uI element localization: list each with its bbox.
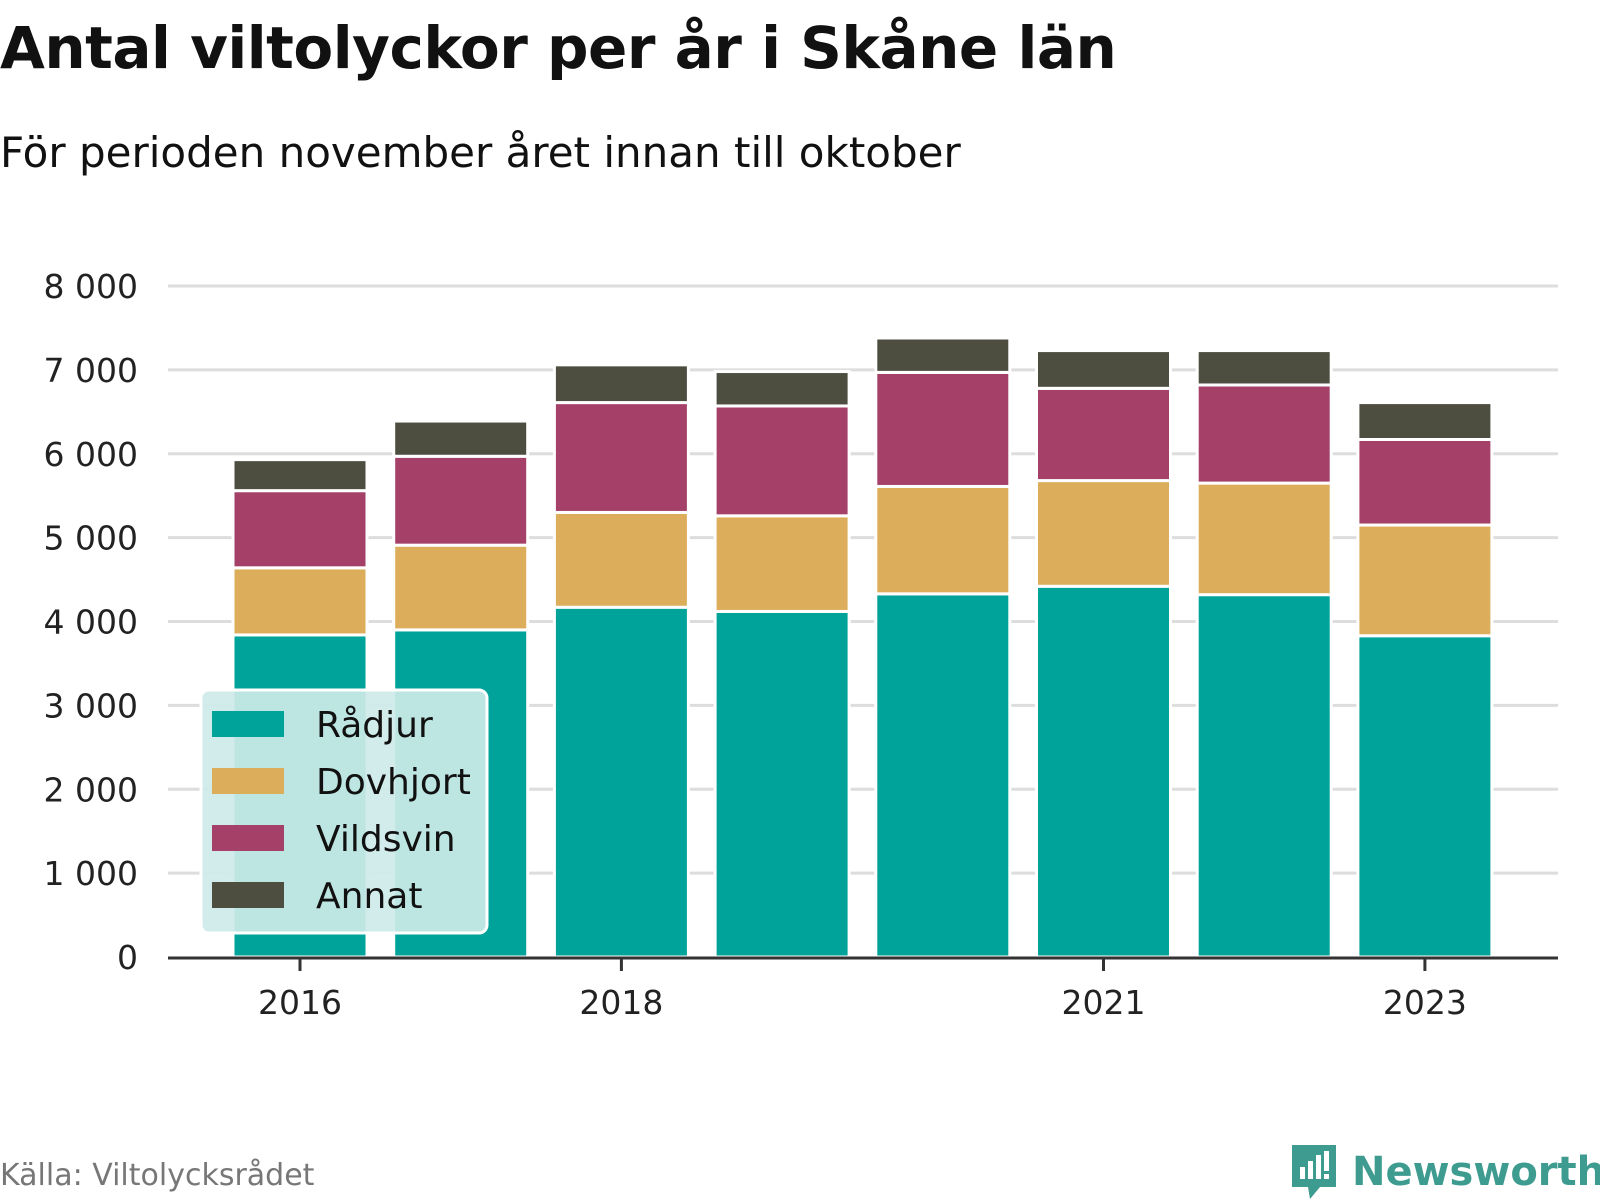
bar-annat-2023 [1356, 401, 1494, 441]
x-tick-label: 2016 [258, 983, 342, 1022]
bar-dovhjort-2018 [552, 510, 690, 609]
bar-annat-2021 [1035, 349, 1172, 390]
bar-dovhjort-2016 [231, 566, 369, 637]
bar-radjur-2023 [1356, 634, 1494, 959]
bar-radjur-2021 [1035, 584, 1172, 959]
chart-subtitle: För perioden november året innan till ok… [0, 128, 961, 177]
legend-box [199, 688, 489, 935]
legend-label: Annat [316, 876, 422, 917]
y-tick-label: 0 [117, 938, 138, 977]
chart-title: Antal viltolyckor per år i Skåne län [0, 14, 1117, 82]
legend-swatch-dovhjort [212, 768, 284, 794]
legend-swatch-radjur [212, 711, 284, 737]
y-tick-label: 1 000 [44, 854, 138, 893]
bar-annat-2019 [713, 370, 851, 408]
bar-vildsvin-2021 [1035, 386, 1172, 483]
y-tick-label: 7 000 [44, 351, 138, 390]
brand-name: Newsworthy [1352, 1149, 1600, 1195]
bar-vildsvin-2017 [392, 454, 530, 547]
brand-logo: Newsworthy [1290, 1142, 1600, 1202]
bar-radjur-2022 [1195, 593, 1333, 959]
source-note: Källa: Viltolycksrådet [0, 1158, 315, 1193]
bar-dovhjort-2023 [1356, 523, 1494, 638]
bar-vildsvin-2018 [552, 401, 690, 514]
bar-vildsvin-2022 [1195, 383, 1333, 485]
x-tick-label: 2023 [1383, 983, 1467, 1022]
x-axis-ticks: 2016 2018 2021 2023 [258, 958, 1467, 1022]
bar-radjur-2020 [874, 592, 1012, 959]
y-tick-label: 3 000 [44, 686, 138, 725]
bar-dovhjort-2020 [874, 484, 1012, 596]
y-axis-ticks: 0 1 000 2 000 3 000 4 000 5 000 6 000 7 000 8 00… [44, 267, 138, 977]
bar-annat-2017 [392, 419, 530, 458]
bar-dovhjort-2022 [1195, 481, 1333, 597]
y-tick-label: 8 000 [44, 267, 138, 306]
bar-dovhjort-2019 [713, 514, 851, 613]
y-tick-label: 2 000 [44, 770, 138, 809]
bar-vildsvin-2019 [713, 404, 851, 518]
bars [231, 336, 1494, 959]
legend: Rådjur Dovhjort Vildsvin Annat [199, 688, 489, 935]
bar-radjur-2019 [713, 609, 851, 959]
bar-vildsvin-2020 [874, 370, 1012, 488]
y-tick-label: 4 000 [44, 603, 138, 642]
bar-annat-2016 [231, 458, 369, 493]
legend-label: Dovhjort [316, 762, 471, 803]
bar-vildsvin-2016 [231, 489, 369, 570]
y-tick-label: 5 000 [44, 519, 138, 558]
legend-label: Rådjur [316, 705, 433, 746]
bar-annat-2018 [552, 363, 690, 405]
bar-annat-2020 [874, 336, 1012, 374]
legend-label: Vildsvin [316, 819, 456, 860]
x-tick-label: 2018 [579, 983, 663, 1022]
y-tick-label: 6 000 [44, 435, 138, 474]
bar-radjur-2018 [552, 605, 690, 959]
x-tick-label: 2021 [1062, 983, 1146, 1022]
legend-swatch-annat [212, 882, 284, 908]
bar-vildsvin-2023 [1356, 437, 1494, 527]
bar-dovhjort-2021 [1035, 479, 1172, 588]
legend-swatch-vildsvin [212, 825, 284, 851]
newsworthy-logo-icon [1292, 1145, 1336, 1199]
bar-dovhjort-2017 [392, 543, 530, 632]
bar-annat-2022 [1195, 349, 1333, 387]
